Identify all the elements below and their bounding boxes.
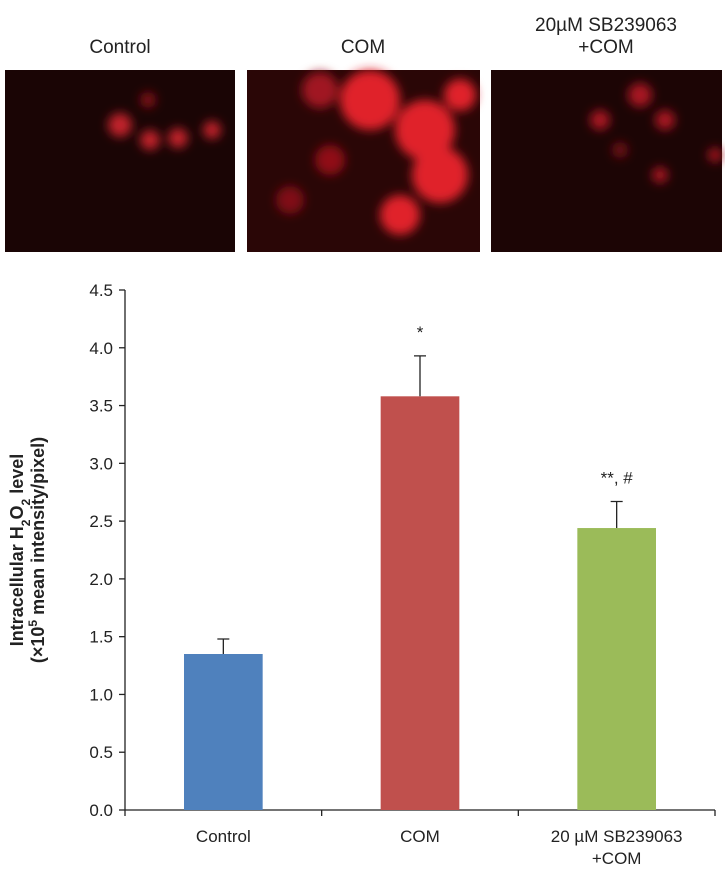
text-line: COM	[400, 827, 440, 846]
text-line: COM	[341, 37, 385, 58]
panel-label: COM	[341, 37, 385, 58]
text-line: 20µM SB239063	[535, 15, 677, 36]
y-tick-label: 0.5	[89, 743, 113, 762]
y-tick-label: 3.5	[89, 397, 113, 416]
image-sb	[491, 70, 722, 252]
error-bar	[217, 638, 230, 654]
y-tick-label: 3.0	[89, 454, 113, 473]
y-title-line2: (×105 mean intensity/pixel)	[26, 437, 48, 663]
y-axis-title: Intracellular H2O2 level (×105 mean inte…	[7, 437, 48, 663]
bar	[577, 528, 656, 810]
panel-label: Control	[89, 37, 150, 58]
y-title-line1: Intracellular H2O2 level	[7, 454, 33, 646]
text-line: Control	[196, 827, 251, 846]
text-line: Control	[89, 37, 150, 58]
text-line: +COM	[592, 849, 642, 868]
bar	[380, 396, 460, 810]
text-part: 2	[19, 498, 33, 505]
y-tick-label: 2.0	[89, 570, 113, 589]
annotation: *	[417, 323, 424, 342]
text-line: +COM	[578, 37, 633, 58]
text-part: 5	[26, 620, 40, 627]
error-bar	[414, 355, 426, 397]
text-part: (×10	[28, 627, 48, 664]
text-line: 20 µM SB239063	[551, 827, 683, 846]
y-tick-label: 4.5	[89, 281, 113, 300]
text-part: mean intensity/pixel)	[28, 437, 48, 620]
y-tick-label: 1.5	[89, 628, 113, 647]
error-bar	[610, 500, 623, 529]
text-part: level	[7, 454, 27, 499]
micrographs	[5, 70, 722, 252]
y-tick-label: 4.0	[89, 339, 113, 358]
text-part: O	[7, 505, 27, 519]
text-part: 2	[19, 519, 33, 526]
x-tick-label: 20 µM SB239063 +COM	[551, 827, 683, 868]
panel-label: 20µM SB239063 +COM	[535, 15, 677, 58]
x-tick-label: Control	[196, 827, 251, 846]
y-tick-label: 1.0	[89, 685, 113, 704]
y-tick-label: 0.0	[89, 801, 113, 820]
x-tick-label: COM	[400, 827, 440, 846]
bar	[184, 654, 263, 810]
annotation: **, #	[601, 468, 634, 487]
y-tick-label: 2.5	[89, 512, 113, 531]
text-part: Intracellular H	[7, 526, 27, 646]
image-control	[5, 70, 235, 252]
